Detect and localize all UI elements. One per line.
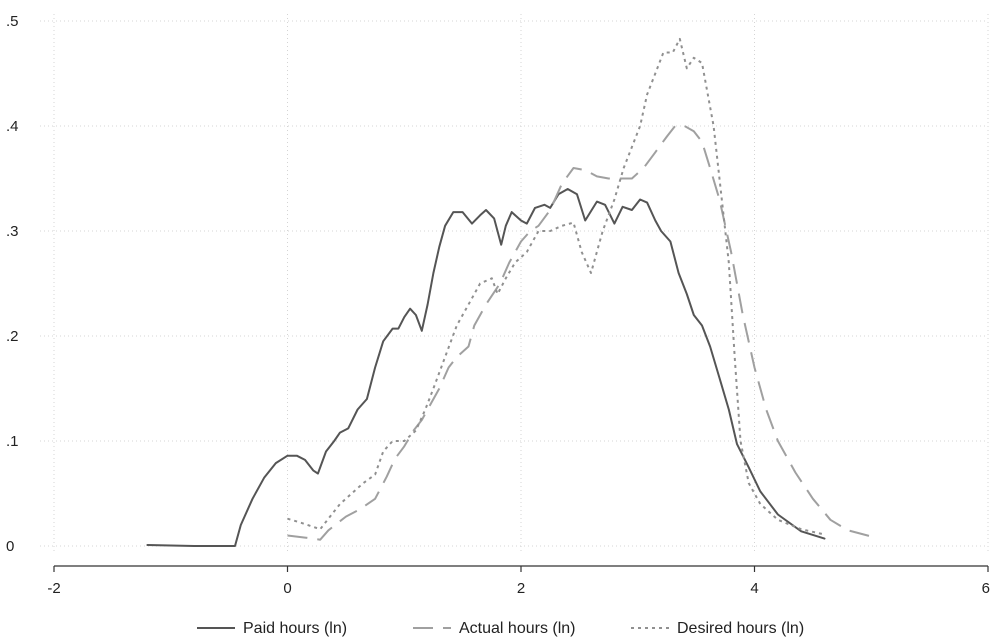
axes: 0 .1 .2 .3 .4 .5 -2 0 2 4 6 (6, 13, 990, 597)
x-tick-label: -2 (47, 580, 60, 597)
x-tick-label: 0 (283, 580, 291, 597)
y-tick-label: .5 (6, 13, 19, 30)
legend-label-3: Desired hours (ln) (677, 620, 804, 637)
series-line-3 (287, 37, 825, 536)
x-tick-label: 4 (750, 580, 758, 597)
x-tick-label: 2 (517, 580, 525, 597)
y-tick-label: .4 (6, 118, 19, 135)
series-line-2 (287, 125, 872, 541)
y-tick-label: .1 (6, 433, 19, 450)
legend-label-2: Actual hours (ln) (459, 620, 576, 637)
y-tick-label: 0 (6, 538, 14, 555)
x-tick-label: 6 (982, 580, 990, 597)
y-tick-label: .2 (6, 328, 19, 345)
legend-label-1: Paid hours (ln) (243, 620, 347, 637)
gridlines (40, 14, 989, 552)
series-lines (146, 37, 872, 547)
y-tick-label: .3 (6, 223, 19, 240)
series-line-1 (146, 188, 826, 547)
legend: Paid hours (ln) Actual hours (ln) Desired … (197, 620, 804, 637)
